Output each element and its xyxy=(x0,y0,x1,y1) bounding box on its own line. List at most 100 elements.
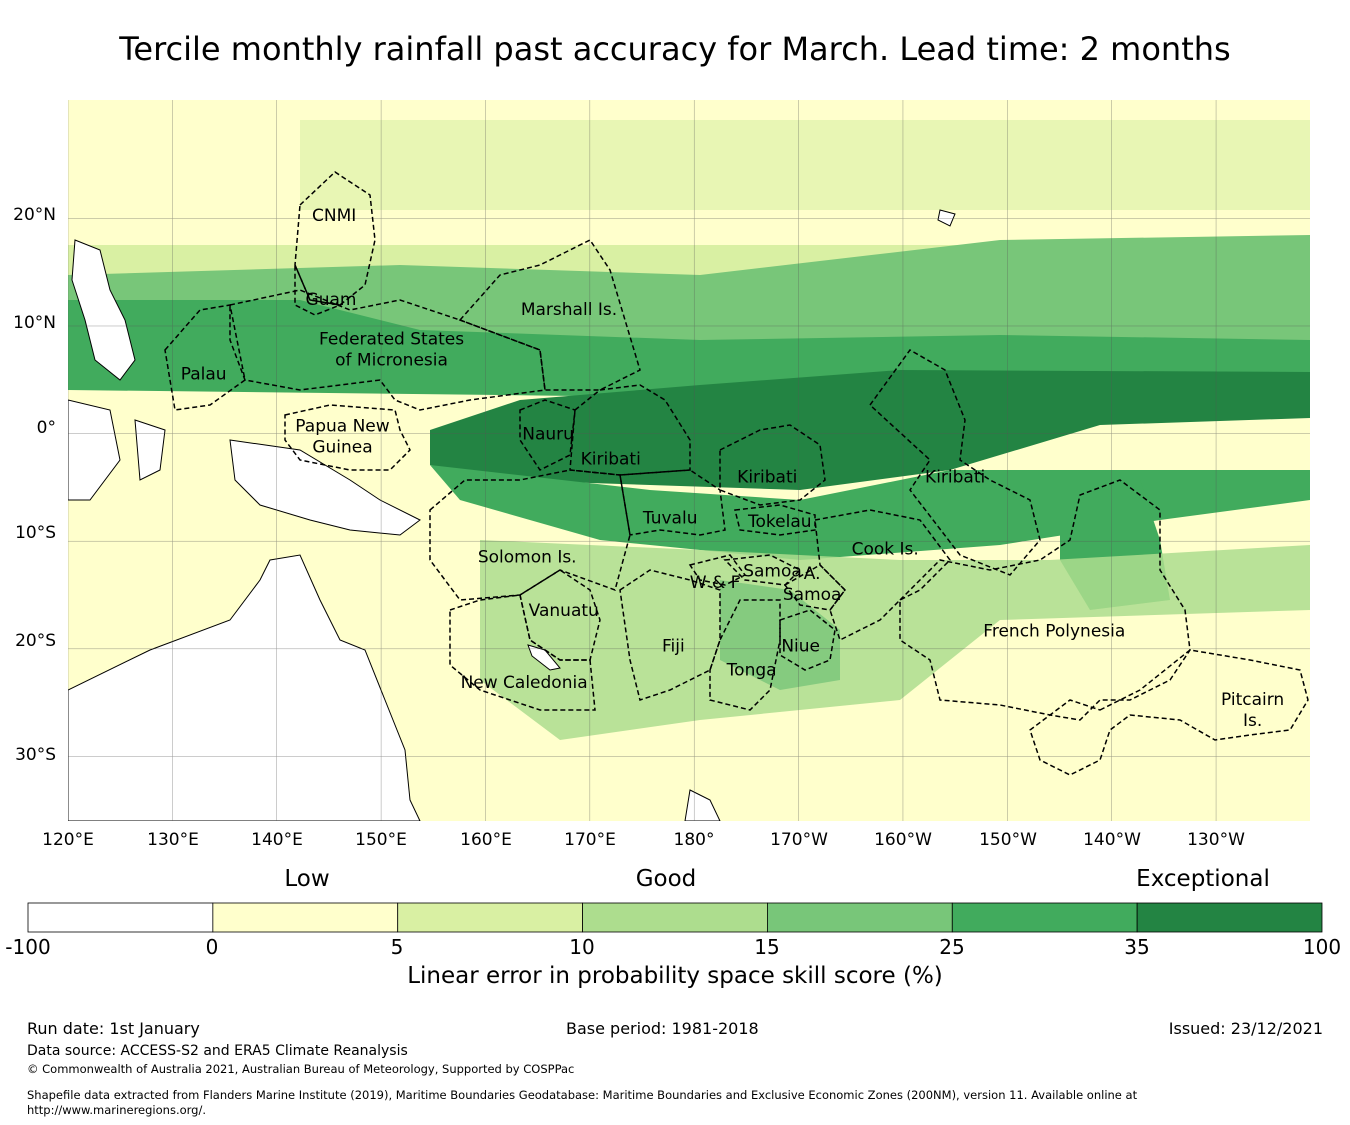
colorbar-segment xyxy=(767,902,953,933)
colorbar-segment xyxy=(397,902,583,933)
new-guinea-coast xyxy=(229,439,421,536)
region-label: Cook Is. xyxy=(852,540,919,560)
colorbar-tick: 5 xyxy=(390,935,404,959)
philippines-coast xyxy=(71,239,136,381)
lat-label-0: 0° xyxy=(36,418,56,438)
colorbar-tick: 100 xyxy=(1302,935,1342,959)
region-label: A. Samoa xyxy=(783,564,842,605)
colorbar xyxy=(27,902,1323,933)
australia-coast xyxy=(68,554,421,821)
lon-label-170w: 170°W xyxy=(770,830,828,850)
colorbar-segment xyxy=(951,902,1138,933)
lon-label-150e: 150°E xyxy=(355,830,407,850)
skill-band-exceptional xyxy=(430,370,1310,490)
lon-label-180: 180° xyxy=(673,830,715,850)
eez-tokelau xyxy=(734,504,816,536)
region-label: Guam xyxy=(306,290,357,310)
region-label: Fiji xyxy=(662,637,685,657)
colorbar-label: Linear error in probability space skill … xyxy=(407,963,943,989)
region-label: Niue xyxy=(781,637,820,657)
colorbar-category-good: Good xyxy=(635,866,697,892)
sulawesi-coast xyxy=(134,419,166,481)
eez-tuvalu xyxy=(619,469,726,536)
lat-label-10s: 10°S xyxy=(15,523,56,543)
colorbar-tick: 10 xyxy=(569,935,595,959)
coastlines xyxy=(68,209,956,821)
lon-label-120e: 120°E xyxy=(42,830,94,850)
region-label: Tokelau xyxy=(747,512,812,532)
region-label: Tuvalu xyxy=(642,509,698,529)
new-caledonia-coast xyxy=(527,644,561,671)
borneo-coast xyxy=(68,399,121,501)
region-label: Kiribati xyxy=(737,468,797,488)
skill-band-north xyxy=(300,120,1310,210)
lon-label-140e: 140°E xyxy=(251,830,303,850)
eez-fsm xyxy=(229,289,546,411)
colorbar-segment xyxy=(212,902,399,933)
colorbar-segment xyxy=(1136,902,1323,933)
region-label: Samoa xyxy=(743,561,802,581)
eez-new-caledonia xyxy=(449,594,596,711)
new-zealand-coast xyxy=(684,789,721,821)
colorbar-tick: 15 xyxy=(754,935,780,959)
region-labels: CNMI Guam Marshall Is. Federated States of M… xyxy=(181,206,1284,731)
lon-label-160e: 160°E xyxy=(460,830,512,850)
lon-label-170e: 170°E xyxy=(564,830,616,850)
colorbar-category-exceptional: Exceptional xyxy=(1136,866,1270,892)
eez-tonga xyxy=(709,599,781,711)
colorbar-segment xyxy=(582,902,768,933)
lon-label-150w: 150°W xyxy=(979,830,1037,850)
shapefile-url: http://www.marineregions.org/. xyxy=(27,1103,206,1117)
eez-marshall xyxy=(458,239,641,391)
lon-label-160w: 160°W xyxy=(874,830,932,850)
eez-wallis-futuna xyxy=(688,554,747,586)
region-label: Palau xyxy=(181,364,227,384)
eez-kiribati-phoenix xyxy=(719,424,826,506)
copyright: © Commonwealth of Australia 2021, Austra… xyxy=(27,1062,575,1076)
data-source: Data source: ACCESS-S2 and ERA5 Climate … xyxy=(27,1043,408,1059)
eez-fiji xyxy=(619,569,721,701)
chart-title: Tercile monthly rainfall past accuracy f… xyxy=(119,30,1231,68)
colorbar-segment xyxy=(27,902,214,933)
colorbar-category-low: Low xyxy=(284,866,330,892)
region-label: French Polynesia xyxy=(983,622,1125,642)
colorbar-tick: 35 xyxy=(1124,935,1150,959)
eez-samoa xyxy=(723,554,802,586)
eez-palau xyxy=(164,304,246,411)
eez-png xyxy=(284,404,411,471)
colorbar-tick: 0 xyxy=(205,935,219,959)
eez-boundaries xyxy=(164,171,1309,776)
eez-guam xyxy=(294,264,343,316)
lat-label-10n: 10°N xyxy=(13,313,56,333)
eez-solomon xyxy=(429,469,631,601)
eez-kiribati-line xyxy=(868,349,1041,576)
eez-nauru xyxy=(519,399,576,471)
region-label: Kiribati xyxy=(925,468,985,488)
region-label: Solomon Is. xyxy=(478,547,577,567)
lat-label-20n: 20°N xyxy=(13,205,56,225)
hawaii-coast xyxy=(937,209,956,227)
region-label: Vanuatu xyxy=(529,601,599,621)
region-label: Federated States of Micronesia xyxy=(319,330,464,371)
lon-label-140w: 140°W xyxy=(1083,830,1141,850)
lon-label-130e: 130°E xyxy=(147,830,199,850)
colorbar-tick: -100 xyxy=(5,935,51,959)
region-label: New Caledonia xyxy=(461,673,588,693)
region-label: Kiribati xyxy=(581,449,641,469)
graticule xyxy=(68,100,1310,821)
colorbar-tick: 25 xyxy=(939,935,965,959)
region-label: W & F xyxy=(690,573,741,593)
issued-date: Issued: 23/12/2021 xyxy=(1168,1019,1323,1038)
region-label: CNMI xyxy=(312,206,356,226)
base-period: Base period: 1981-2018 xyxy=(566,1019,759,1038)
skill-band-southern xyxy=(480,540,1310,740)
shapefile-credit: Shapefile data extracted from Flanders M… xyxy=(27,1088,1138,1102)
lat-label-20s: 20°S xyxy=(15,631,56,651)
region-label: Marshall Is. xyxy=(521,300,617,320)
region-label: Pitcairn Is. xyxy=(1221,690,1284,731)
eez-cook xyxy=(814,509,951,642)
region-label: Papua New Guinea xyxy=(295,417,389,458)
run-date: Run date: 1st January xyxy=(27,1019,200,1038)
lon-label-130w: 130°W xyxy=(1187,830,1245,850)
